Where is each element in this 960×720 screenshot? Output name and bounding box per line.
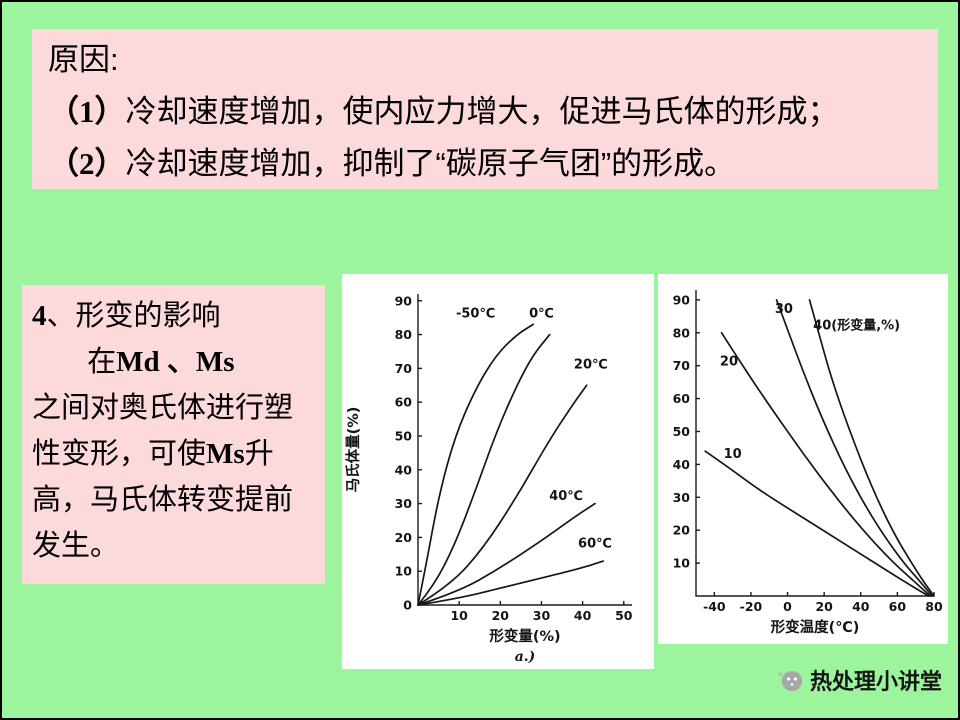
svg-text:30: 30 [775, 302, 793, 317]
svg-text:40: 40 [673, 457, 691, 472]
chart-temperature-vs-martensite: -40 -20 0 20 40 60 80 10 20 30 40 50 60 70 80 90 10 20 30 4… [673, 290, 943, 636]
svg-text:10: 10 [673, 556, 691, 571]
reason-item: （2）冷却速度增加，抑制了“碳原子气团”的形成。 [48, 138, 922, 190]
svg-text:-40: -40 [703, 599, 726, 614]
reason-item-number: （1） [48, 94, 126, 129]
svg-text:0℃: 0℃ [529, 307, 554, 322]
watermark: 热处理小讲堂 [774, 664, 942, 696]
svg-text:10: 10 [724, 447, 742, 462]
svg-text:40: 40 [852, 599, 870, 614]
deformation-body: 在Md 、Ms 之间对奥氏体进行塑性变形，可使Ms升高，马氏体转变提前发生。 [32, 339, 315, 569]
svg-text:0: 0 [783, 599, 792, 614]
deformation-title-text: 、形变的影响 [46, 300, 221, 332]
reason-box: 原因: （1）冷却速度增加，使内应力增大，促进马氏体的形成； （2）冷却速度增加… [32, 29, 938, 189]
svg-text:20℃: 20℃ [574, 357, 608, 372]
svg-text:60: 60 [673, 391, 691, 406]
svg-text:30: 30 [395, 496, 413, 511]
deformation-ms: Ms [206, 438, 245, 470]
svg-text:50: 50 [615, 608, 633, 623]
svg-text:0: 0 [403, 598, 412, 613]
deformation-title: 4、形变的影响 [32, 293, 315, 339]
watermark-logo-icon [778, 671, 802, 691]
watermark-text: 热处理小讲堂 [809, 669, 942, 694]
svg-text:70: 70 [673, 358, 691, 373]
deformation-text-segment: 升高，马氏体转变提前发生。 [32, 438, 294, 562]
svg-text:形变量(%): 形变量(%) [489, 627, 560, 645]
svg-text:20: 20 [492, 608, 510, 623]
chart-panel-strain-vs-martensite: 10 20 30 40 50 0 10 20 30 40 50 60 70 80 90 -50℃ 0℃ 20℃ 40… [342, 274, 654, 669]
svg-text:50: 50 [395, 428, 413, 443]
svg-text:70: 70 [395, 361, 413, 376]
svg-text:20: 20 [720, 355, 738, 370]
svg-text:60: 60 [889, 599, 907, 614]
svg-text:40: 40 [395, 462, 413, 477]
svg-text:40℃: 40℃ [549, 489, 583, 504]
reason-title: 原因: [48, 42, 119, 77]
svg-text:30: 30 [673, 490, 691, 505]
svg-text:20: 20 [673, 523, 691, 538]
svg-text:-20: -20 [740, 599, 763, 614]
svg-text:a.): a.) [515, 649, 536, 665]
svg-text:形变温度(℃): 形变温度(℃) [771, 618, 860, 636]
svg-text:-50℃: -50℃ [456, 307, 495, 322]
reason-item: （1）冷却速度增加，使内应力增大，促进马氏体的形成； [48, 86, 922, 138]
svg-text:60℃: 60℃ [578, 537, 612, 552]
svg-text:60: 60 [395, 395, 413, 410]
deformation-title-number: 4 [32, 300, 47, 332]
svg-text:90: 90 [673, 292, 691, 307]
deformation-text-segment: 之间对奥氏体进行塑性变形，可使 [32, 392, 294, 470]
svg-text:50: 50 [673, 424, 691, 439]
chart-strain-vs-martensite: 10 20 30 40 50 0 10 20 30 40 50 60 70 80 90 -50℃ 0℃ 20℃ 40… [344, 293, 633, 665]
svg-text:80: 80 [673, 325, 691, 340]
svg-text:10: 10 [395, 564, 413, 579]
svg-text:80: 80 [395, 327, 413, 342]
svg-text:30: 30 [533, 608, 551, 623]
reason-item-text: 冷却速度增加，抑制了“碳原子气团”的形成。 [125, 146, 736, 181]
svg-text:40(形变量,%): 40(形变量,%) [813, 317, 900, 333]
svg-text:40: 40 [574, 608, 592, 623]
reason-item-text: 冷却速度增加，使内应力增大，促进马氏体的形成； [125, 94, 839, 129]
deformation-text-segment: 在 [87, 346, 117, 378]
svg-text:90: 90 [395, 293, 413, 308]
deformation-effect-box: 4、形变的影响 在Md 、Ms 之间对奥氏体进行塑性变形，可使Ms升高，马氏体转变… [22, 285, 325, 584]
chart-panel-temperature-vs-martensite: -40 -20 0 20 40 60 80 10 20 30 40 50 60 70 80 90 10 20 30 4… [658, 274, 948, 644]
svg-text:20: 20 [395, 530, 413, 545]
reason-item-number: （2） [48, 146, 126, 181]
svg-text:20: 20 [815, 599, 833, 614]
svg-text:80: 80 [925, 599, 943, 614]
deformation-md-ms: Md 、Ms [116, 346, 235, 378]
svg-text:10: 10 [450, 608, 468, 623]
svg-text:马氏体量(%): 马氏体量(%) [344, 407, 362, 493]
